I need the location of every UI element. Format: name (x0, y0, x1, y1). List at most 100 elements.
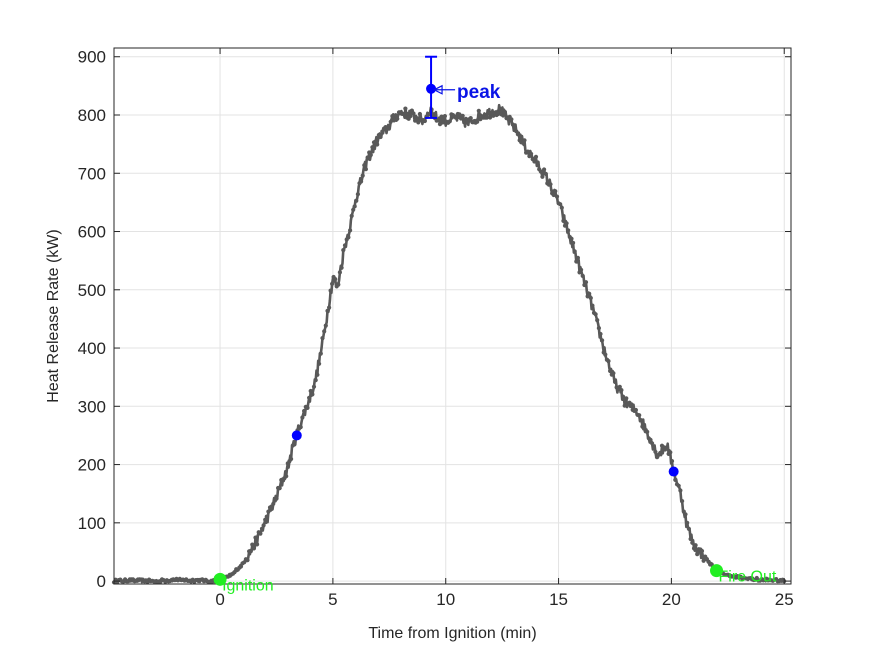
data-point (305, 405, 310, 410)
data-point (395, 116, 400, 121)
data-point (658, 450, 663, 455)
annotation-label: Ignition (222, 577, 274, 594)
data-point (242, 560, 247, 565)
key-point-marker (291, 430, 302, 441)
data-point (436, 118, 441, 123)
data-point (580, 273, 585, 278)
annotation-label: Fire Out (719, 569, 777, 586)
data-point (274, 496, 279, 501)
data-point (292, 442, 297, 447)
data-point (437, 122, 443, 127)
data-point (608, 368, 613, 374)
data-point (590, 303, 595, 308)
data-point (298, 425, 303, 430)
data-point (606, 359, 611, 364)
data-point (422, 118, 427, 124)
data-point (346, 235, 351, 240)
data-point (593, 312, 598, 317)
data-point (339, 265, 344, 270)
y-tick-label: 800 (78, 106, 106, 125)
data-point (629, 402, 634, 407)
x-axis-label: Time from Ignition (min) (368, 625, 536, 642)
x-tick-label: 25 (775, 590, 794, 609)
data-point (558, 202, 563, 207)
data-point (341, 248, 346, 253)
data-point (401, 111, 406, 116)
annotation-marker (710, 564, 724, 578)
data-point (417, 111, 422, 117)
data-point (378, 134, 383, 140)
data-point (543, 171, 548, 176)
y-tick-label: 400 (78, 339, 106, 358)
data-point (510, 122, 516, 127)
data-point (370, 145, 375, 150)
key-point-marker (668, 466, 679, 477)
data-point (559, 205, 564, 210)
data-point (289, 456, 294, 462)
data-point (611, 371, 616, 376)
data-point (342, 243, 348, 248)
data-point (691, 546, 697, 551)
y-tick-label: 200 (78, 456, 106, 475)
plot-area (114, 48, 791, 584)
data-point (554, 194, 560, 199)
data-point (320, 336, 325, 341)
y-tick-label: 0 (97, 572, 106, 591)
data-point (300, 415, 305, 420)
data-point (653, 449, 658, 454)
data-point (238, 564, 244, 569)
data-point (574, 259, 579, 264)
data-point (529, 151, 534, 156)
data-point (538, 169, 543, 174)
y-tick-label: 300 (78, 397, 106, 416)
data-point (476, 108, 481, 113)
x-tick-label: 5 (328, 590, 337, 609)
data-point (532, 159, 537, 164)
data-point (308, 388, 313, 394)
data-point (535, 160, 540, 165)
data-point (266, 509, 271, 514)
data-point (583, 280, 589, 285)
data-point (693, 543, 698, 548)
y-tick-label: 100 (78, 514, 106, 533)
data-point (307, 395, 312, 400)
data-point (248, 548, 253, 554)
peak-arrow-head (432, 84, 443, 95)
data-point (542, 167, 547, 172)
data-point (553, 189, 558, 194)
data-point (525, 149, 530, 154)
data-point (638, 418, 643, 423)
data-point (612, 379, 618, 384)
data-point (596, 326, 602, 331)
data-point (695, 552, 700, 557)
data-point (619, 388, 624, 393)
key-point-marker (426, 83, 437, 94)
data-point (253, 535, 258, 540)
data-point (686, 526, 692, 532)
data-point (673, 477, 678, 482)
data-point (313, 378, 318, 383)
data-point (302, 408, 307, 414)
data-point (259, 526, 265, 531)
data-point (664, 446, 670, 451)
y-tick-label: 500 (78, 281, 106, 300)
data-point (354, 198, 359, 203)
data-point (245, 558, 250, 563)
data-point (690, 540, 695, 545)
data-point (515, 132, 521, 137)
data-point (685, 520, 690, 526)
data-point (388, 119, 393, 124)
data-point (575, 255, 581, 260)
data-point (416, 120, 421, 125)
data-point (442, 114, 447, 119)
data-point (497, 106, 502, 111)
data-point (603, 352, 608, 357)
data-point (540, 174, 545, 179)
data-point (263, 517, 268, 522)
data-point (360, 173, 365, 178)
annotation-group: Ignition Fire Out peak (213, 82, 777, 594)
peak-label: peak (457, 82, 501, 103)
data-point (251, 546, 256, 551)
data-point (411, 111, 416, 116)
